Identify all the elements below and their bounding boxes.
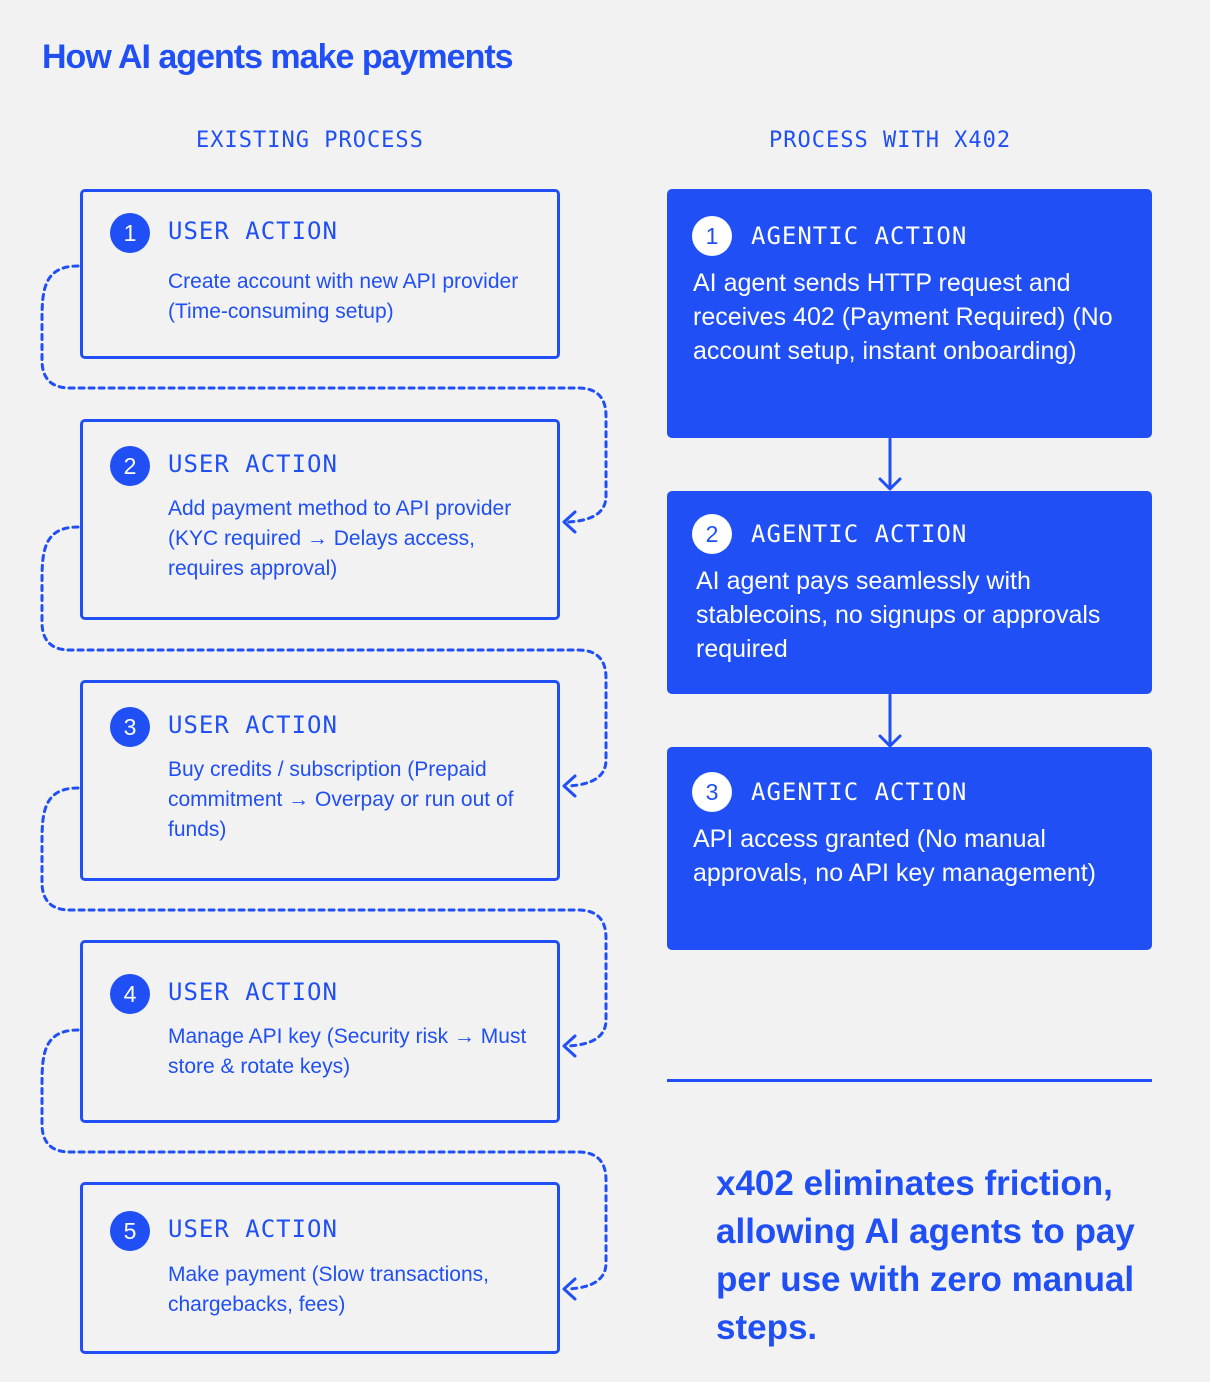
arrowhead-icon [562, 774, 577, 798]
step-description: Create account with new API provider (Ti… [168, 270, 519, 323]
step-label: USER ACTION [168, 450, 338, 478]
step-label: USER ACTION [168, 217, 338, 245]
dashed-connector-4-5 [40, 1028, 608, 1291]
dashed-connector-1-2 [40, 264, 608, 524]
x402-step-1: 1 AGENTIC ACTION AI agent sends HTTP req… [667, 189, 1152, 438]
step-label: USER ACTION [168, 1215, 338, 1243]
step-number-badge: 5 [110, 1211, 150, 1251]
step-description: Make payment (Slow transactions, chargeb… [168, 1263, 489, 1316]
step-description: Add payment method to API provider (KYC … [168, 497, 512, 580]
existing-step-3: 3 USER ACTION Buy credits / subscription… [80, 680, 560, 881]
step-description: Buy credits / subscription (Prepaid comm… [168, 758, 514, 841]
arrowhead-icon [562, 1277, 577, 1301]
dashed-connector-2-3 [40, 525, 608, 788]
step-number-badge: 1 [692, 216, 732, 256]
step-description: AI agent sends HTTP request and receives… [693, 269, 1113, 365]
existing-process-heading: EXISTING PROCESS [196, 128, 424, 153]
section-divider [667, 1079, 1152, 1082]
step-number-badge: 3 [692, 772, 732, 812]
arrowhead-icon [562, 510, 577, 534]
step-label: AGENTIC ACTION [751, 222, 968, 250]
step-number-badge: 2 [692, 514, 732, 554]
existing-step-1: 1 USER ACTION Create account with new AP… [80, 189, 560, 359]
x402-step-3: 3 AGENTIC ACTION API access granted (No … [667, 747, 1152, 950]
tagline: x402 eliminates friction, allowing AI ag… [716, 1164, 1135, 1347]
step-label: AGENTIC ACTION [751, 778, 968, 806]
existing-step-5: 5 USER ACTION Make payment (Slow transac… [80, 1182, 560, 1354]
existing-step-2: 2 USER ACTION Add payment method to API … [80, 419, 560, 620]
step-label: USER ACTION [168, 978, 338, 1006]
down-arrow-1-2 [878, 437, 902, 491]
step-description: API access granted (No manual approvals,… [693, 825, 1097, 887]
step-label: AGENTIC ACTION [751, 520, 968, 548]
step-number-badge: 3 [110, 707, 150, 747]
dashed-connector-3-4 [40, 786, 608, 1048]
page-title: How AI agents make payments [42, 38, 514, 76]
step-label: USER ACTION [168, 711, 338, 739]
x402-process-heading: PROCESS WITH X402 [769, 128, 1012, 153]
step-description: Manage API key (Security risk → Must sto… [168, 1025, 527, 1078]
down-arrow-2-3 [878, 693, 902, 748]
arrowhead-icon [562, 1034, 577, 1058]
step-number-badge: 2 [110, 446, 150, 486]
step-number-badge: 1 [110, 213, 150, 253]
x402-step-2: 2 AGENTIC ACTION AI agent pays seamlessl… [667, 491, 1152, 694]
step-description: AI agent pays seamlessly with stablecoin… [696, 567, 1101, 663]
step-number-badge: 4 [110, 974, 150, 1014]
existing-step-4: 4 USER ACTION Manage API key (Security r… [80, 940, 560, 1123]
